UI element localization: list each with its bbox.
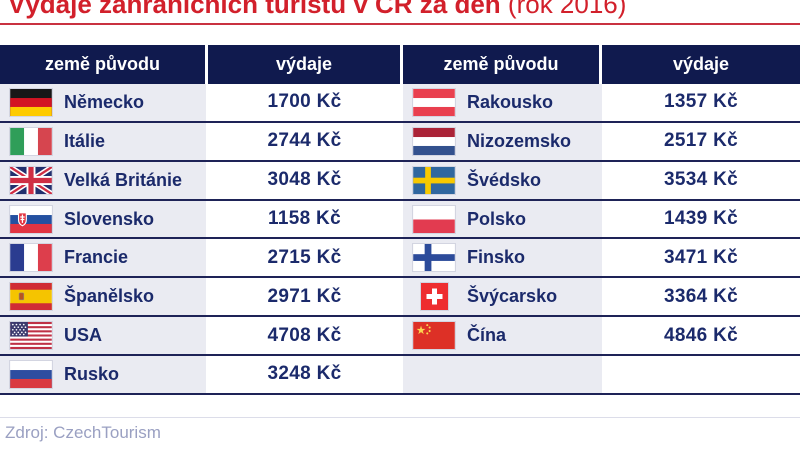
table-row: Itálie 2744 Kč Nizozemsko 2517 Kč [0,122,800,162]
country-cell: USA [0,317,206,355]
switzerland-flag-icon [413,283,455,311]
value-cell: 2971 Kč [206,278,403,316]
country-cell: Rakousko [403,84,602,121]
country-label: Rakousko [467,91,554,112]
country-cell: Francie [0,239,206,277]
value-label: 4846 Kč [664,324,738,346]
value-cell: 1158 Kč [206,200,403,238]
slovakia-flag-icon [10,205,52,233]
country-label: Francie [64,247,129,268]
poland-flag-icon [413,205,455,233]
country-label: Slovensko [64,208,155,229]
country-cell: Slovensko [0,200,206,238]
table-row: Francie 2715 Kč Finsko 3471 Kč [0,239,800,279]
country-cell: Rusko [0,356,206,393]
country-label: Finsko [467,247,526,268]
germany-flag-icon [10,88,52,116]
table-row: Německo 1700 Kč Rakousko 1357 Kč [0,84,800,123]
value-label: 3534 Kč [664,169,738,191]
value-label: 1158 Kč [268,208,341,229]
country-label: Německo [64,91,145,112]
netherlands-flag-icon [413,127,455,155]
value-cell: 1439 Kč [602,200,800,238]
value-label: 3048 Kč [267,169,342,191]
country-label: Švédsko [467,169,542,190]
value-label: 1439 Kč [664,208,738,229]
value-cell-empty [602,356,800,393]
country-cell: Finsko [403,239,602,277]
value-label: 2971 Kč [267,285,342,307]
austria-flag-icon [413,88,455,116]
page-title-year: (rok 2016) [500,0,627,19]
source-note: Zdroj: CzechTourism [5,423,161,442]
spending-table: země původu výdaje země původu výdaje Ně… [0,45,800,395]
country-label: Čína [467,325,507,346]
china-flag-icon [413,322,455,350]
country-cell: Itálie [0,122,206,160]
country-label: Nizozemsko [467,130,572,151]
table-header-row: země původu výdaje země původu výdaje [0,45,800,84]
value-label: 4708 Kč [267,324,342,346]
value-cell: 1700 Kč [206,84,403,121]
value-label: 3248 Kč [267,363,342,385]
page-title-main: Výdaje zahraničních turistů v ČR za den [8,0,501,19]
value-label: 2715 Kč [267,246,342,268]
table-row: Slovensko 1158 Kč Polsko 1439 Kč [0,200,800,240]
value-cell: 3248 Kč [206,356,403,393]
header-value-right: výdaje [602,45,800,84]
finland-flag-icon [413,244,455,272]
country-label: Rusko [64,363,120,384]
country-cell: Polsko [403,200,602,238]
value-cell: 2517 Kč [602,122,800,160]
country-label: Polsko [467,208,527,229]
value-cell: 4708 Kč [206,317,403,355]
italy-flag-icon [10,127,52,155]
table-row: Velká Británie 3048 Kč Švédsko 3534 Kč [0,161,800,201]
table-row: Španělsko 2971 Kč Švýcarsko 3364 Kč [0,278,800,318]
country-cell: Nizozemsko [403,122,602,160]
country-cell-empty [403,356,602,393]
value-label: 3471 Kč [664,246,738,268]
country-label: Itálie [64,130,106,151]
country-cell: Španělsko [0,278,206,316]
value-cell: 2715 Kč [206,239,403,277]
page-title: Výdaje zahraničních turistů v ČR za den … [8,0,626,20]
country-cell: Německo [0,84,206,121]
value-cell: 2744 Kč [206,122,403,160]
country-label: Švýcarsko [467,286,558,307]
value-label: 1357 Kč [664,91,738,113]
value-cell: 3471 Kč [602,239,800,277]
country-cell: Švédsko [403,161,602,199]
france-flag-icon [10,244,52,272]
value-label: 3364 Kč [664,285,738,307]
value-cell: 3534 Kč [602,161,800,199]
usa-flag-icon [10,322,52,350]
header-value-left: výdaje [208,45,400,84]
country-cell: Velká Británie [0,161,206,199]
title-divider [0,23,800,25]
value-cell: 3048 Kč [206,161,403,199]
table-row: USA 4708 Kč Čína 4846 Kč [0,317,800,357]
header-country-left: země původu [0,45,205,84]
footer-divider [0,417,800,418]
value-cell: 4846 Kč [602,317,800,355]
country-label: Španělsko [64,286,155,307]
russia-flag-icon [10,360,52,388]
value-label: 2744 Kč [267,130,342,152]
country-cell: Švýcarsko [403,278,602,316]
country-cell: Čína [403,317,602,355]
value-cell: 1357 Kč [602,84,800,121]
value-label: 1700 Kč [267,91,342,113]
country-label: Velká Británie [64,169,183,190]
value-cell: 3364 Kč [602,278,800,316]
header-country-right: země původu [403,45,599,84]
spain-flag-icon [10,283,52,311]
sweden-flag-icon [413,166,455,194]
country-label: USA [64,325,103,346]
table-row: Rusko 3248 Kč [0,356,800,395]
value-label: 2517 Kč [664,130,738,152]
uk-flag-icon [10,166,52,194]
